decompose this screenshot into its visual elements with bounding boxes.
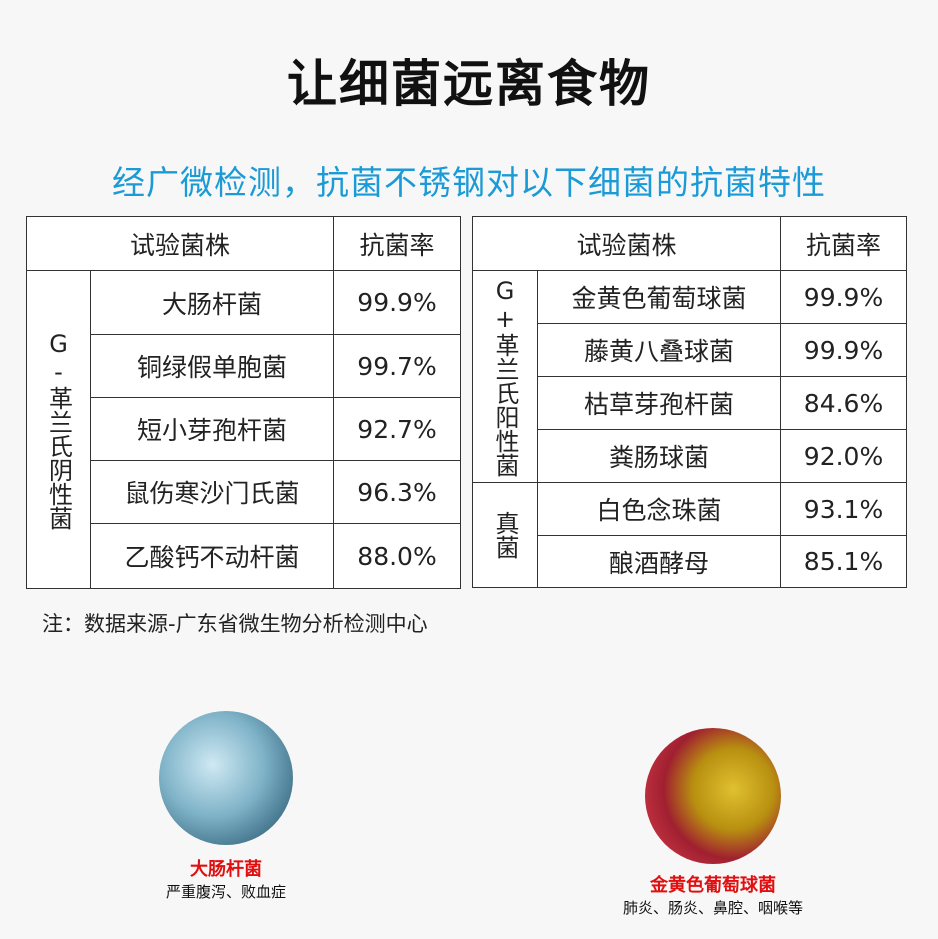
header-strain: 试验菌株 bbox=[25, 216, 335, 271]
source-note: 注：数据来源-广东省微生物分析检测中心 bbox=[42, 612, 428, 636]
left-table: 试验菌株 抗菌率 G-革兰氏阴性菌 大肠杆菌 99.9% 铜绿假单胞菌 99.7% 短小… bbox=[25, 216, 462, 589]
rate-value: 99.9% bbox=[780, 323, 908, 377]
strain-name: 乙酸钙不动杆菌 bbox=[89, 523, 335, 589]
header-strain: 试验菌株 bbox=[471, 216, 782, 271]
caption-staph: 金黄色葡萄球菌 肺炎、肠炎、鼻腔、咽喉等 bbox=[593, 871, 833, 918]
rate-value: 96.3% bbox=[333, 460, 462, 524]
staph-image bbox=[645, 728, 781, 864]
strain-name: 金黄色葡萄球菌 bbox=[536, 270, 782, 324]
strain-name: 大肠杆菌 bbox=[89, 270, 335, 335]
header-rate: 抗菌率 bbox=[333, 216, 462, 271]
caption-name: 大肠杆菌 bbox=[190, 859, 262, 880]
caption-desc: 肺炎、肠炎、鼻腔、咽喉等 bbox=[622, 899, 803, 917]
page-title: 让细菌远离食物 bbox=[287, 55, 651, 113]
right-table: 试验菌株 抗菌率 G+革兰氏阳性菌 金黄色葡萄球菌 99.9% 藤黄八叠球菌 99.9%… bbox=[471, 216, 908, 588]
strain-name: 短小芽孢杆菌 bbox=[89, 397, 335, 461]
group-label: 真菌 bbox=[472, 482, 538, 588]
rate-value: 88.0% bbox=[333, 523, 462, 589]
strain-name: 藤黄八叠球菌 bbox=[536, 323, 782, 377]
header-rate: 抗菌率 bbox=[780, 216, 908, 271]
strain-name: 枯草芽孢杆菌 bbox=[536, 376, 782, 430]
ecoli-image bbox=[159, 711, 293, 845]
group-label: G+革兰氏阳性菌 bbox=[472, 270, 538, 483]
subtitle: 经广微检测，抗菌不锈钢对以下细菌的抗菌特性 bbox=[112, 163, 826, 202]
strain-name: 铜绿假单胞菌 bbox=[89, 334, 335, 398]
caption-desc: 严重腹泻、败血症 bbox=[165, 883, 286, 901]
rate-value: 99.9% bbox=[780, 270, 908, 324]
rate-value: 93.1% bbox=[780, 482, 908, 536]
rate-value: 99.9% bbox=[333, 270, 462, 335]
rate-value: 84.6% bbox=[780, 376, 908, 430]
strain-name: 酿酒酵母 bbox=[536, 535, 782, 588]
strain-name: 白色念珠菌 bbox=[536, 482, 782, 536]
rate-value: 99.7% bbox=[333, 334, 462, 398]
caption-ecoli: 大肠杆菌 严重腹泻、败血症 bbox=[126, 855, 326, 902]
caption-name: 金黄色葡萄球菌 bbox=[650, 875, 776, 896]
strain-name: 粪肠球菌 bbox=[536, 429, 782, 483]
rate-value: 92.0% bbox=[780, 429, 908, 483]
rate-value: 85.1% bbox=[780, 535, 908, 588]
rate-value: 92.7% bbox=[333, 397, 462, 461]
strain-name: 鼠伤寒沙门氏菌 bbox=[89, 460, 335, 524]
group-label: G-革兰氏阴性菌 bbox=[26, 270, 91, 589]
